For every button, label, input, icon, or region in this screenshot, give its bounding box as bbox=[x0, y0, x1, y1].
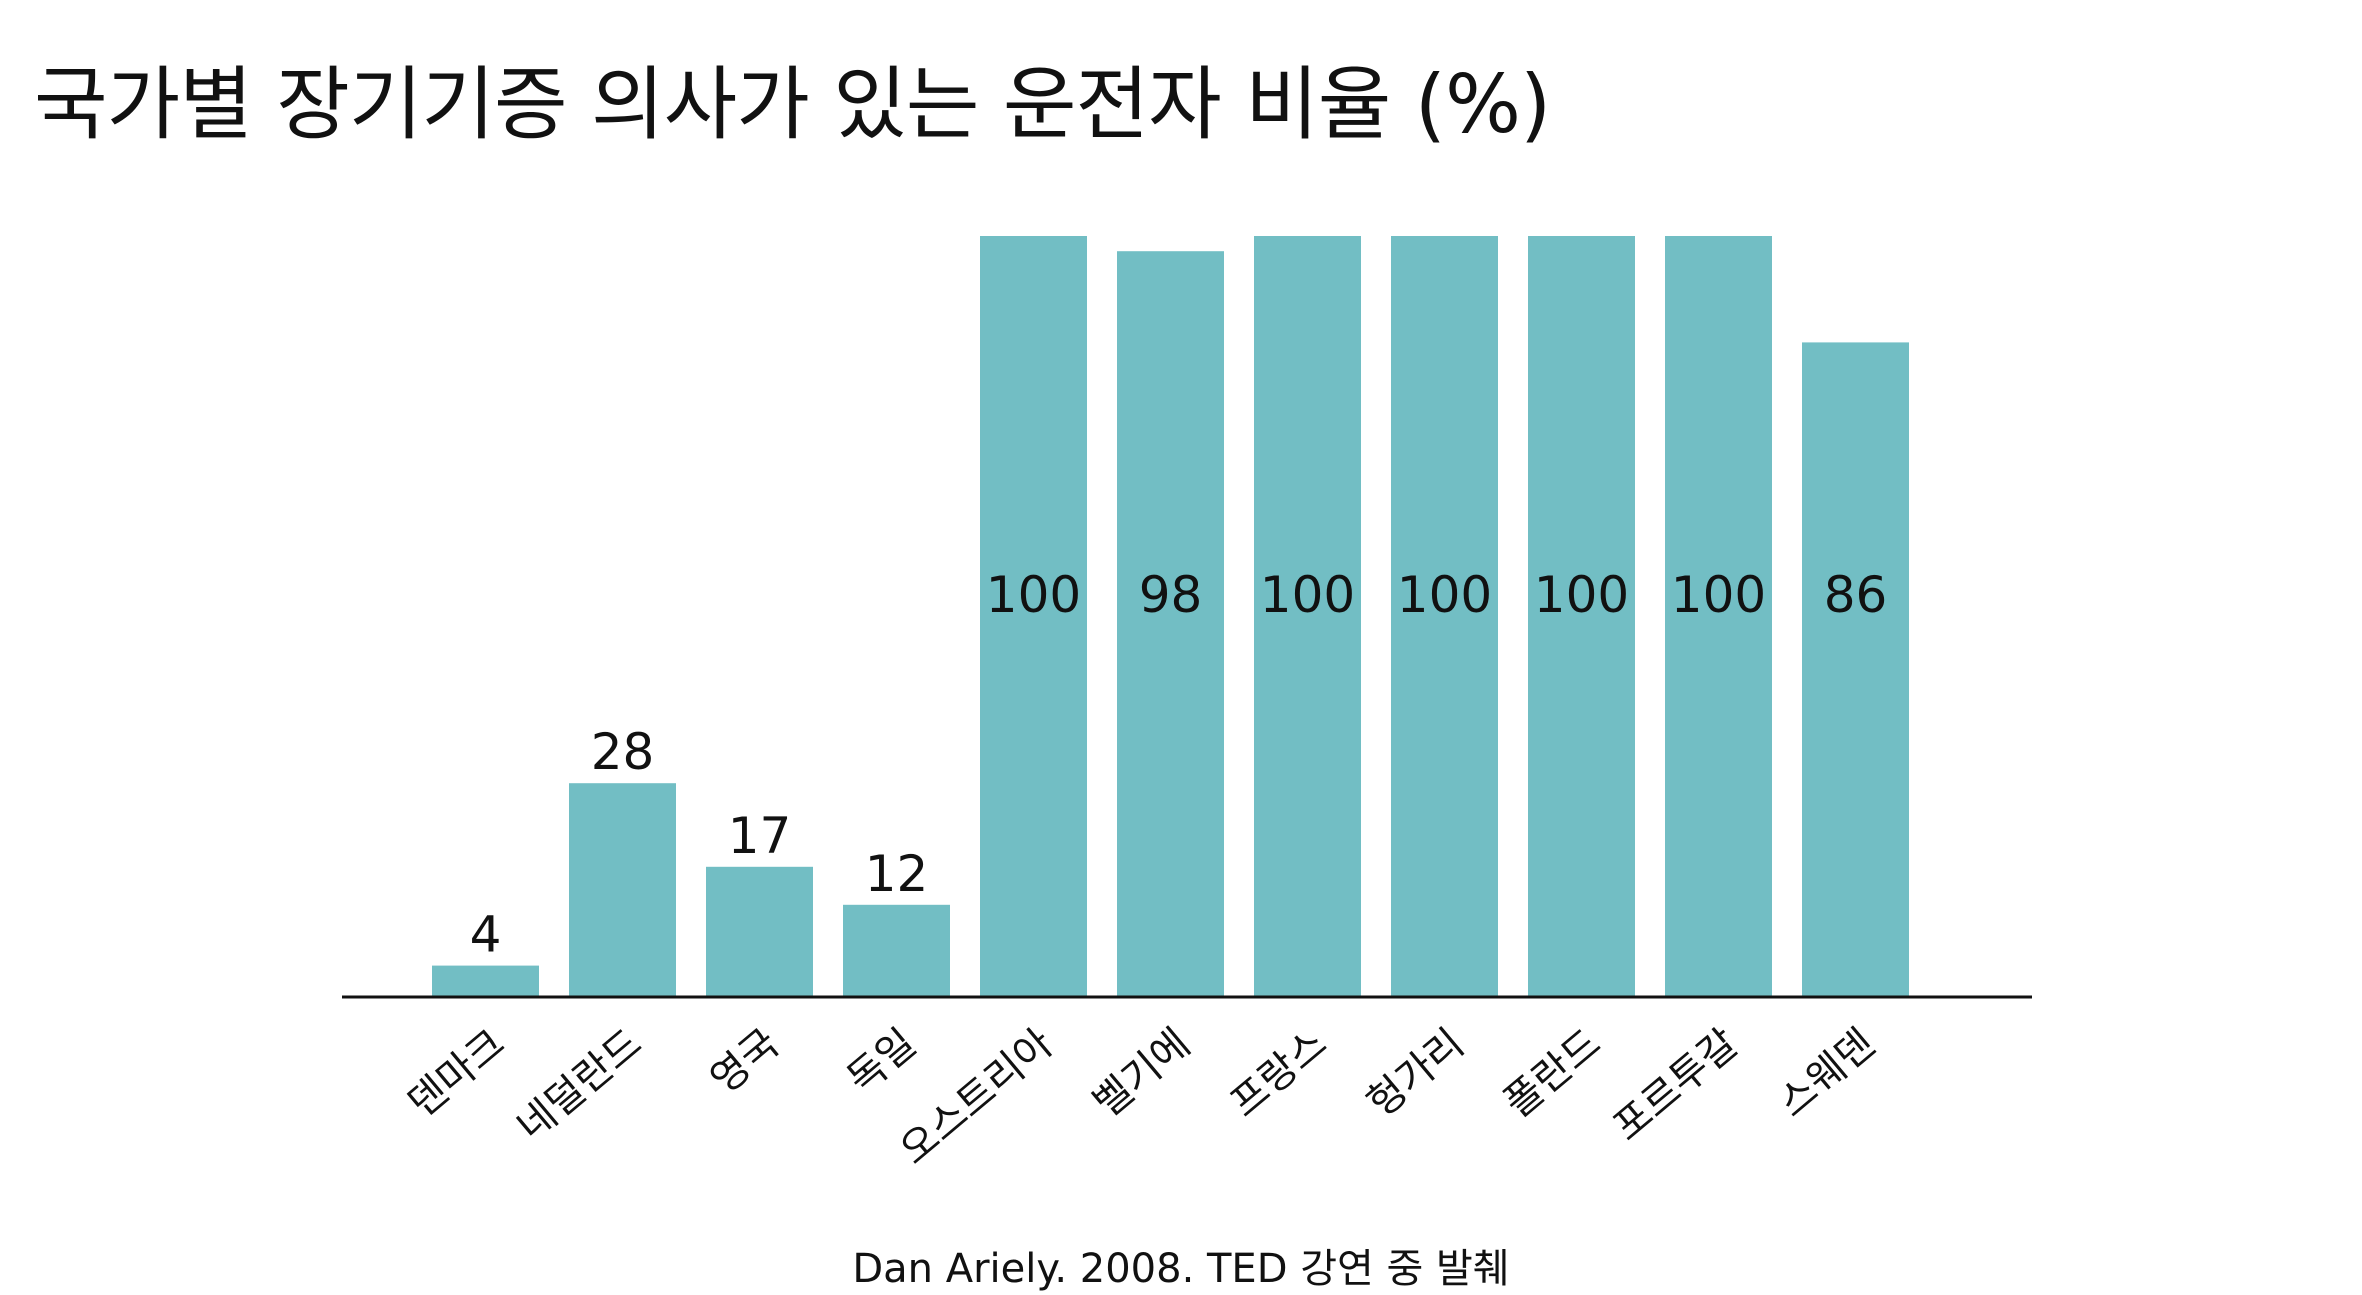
category-label-3: 독일 bbox=[839, 1020, 925, 1103]
bar-5 bbox=[1117, 251, 1224, 996]
category-label-10: 스웨덴 bbox=[1770, 1020, 1884, 1126]
chart-title: 국가별 장기기증 의사가 있는 운전자 비율 (%) bbox=[34, 58, 1551, 151]
category-label-0: 덴마크 bbox=[400, 1020, 514, 1126]
bar-1 bbox=[569, 783, 676, 996]
bars-group bbox=[432, 236, 1909, 996]
bar-8 bbox=[1528, 236, 1635, 996]
value-label-3: 12 bbox=[865, 845, 929, 903]
value-label-1: 28 bbox=[591, 723, 655, 781]
category-label-8: 폴란드 bbox=[1496, 1020, 1610, 1126]
bar-4 bbox=[980, 236, 1087, 996]
value-label-9: 100 bbox=[1671, 566, 1766, 624]
value-label-0: 4 bbox=[470, 906, 502, 964]
value-label-6: 100 bbox=[1260, 566, 1355, 624]
bar-6 bbox=[1254, 236, 1361, 996]
value-label-10: 86 bbox=[1824, 566, 1888, 624]
bar-7 bbox=[1391, 236, 1498, 996]
category-label-9: 포르투갈 bbox=[1605, 1020, 1747, 1150]
category-label-4: 오스트리아 bbox=[891, 1020, 1062, 1174]
value-labels-group: 4 28 17 12 100 98 100 100 100 100 86 bbox=[470, 566, 1888, 964]
value-label-4: 100 bbox=[986, 566, 1081, 624]
bar-9 bbox=[1665, 236, 1772, 996]
value-label-2: 17 bbox=[728, 807, 792, 865]
category-label-6: 프랑스 bbox=[1222, 1020, 1336, 1126]
value-label-5: 98 bbox=[1139, 566, 1203, 624]
category-label-7: 헝가리 bbox=[1359, 1020, 1473, 1126]
value-label-7: 100 bbox=[1397, 566, 1492, 624]
category-label-1: 네덜란드 bbox=[509, 1020, 651, 1150]
bar-10 bbox=[1802, 342, 1909, 996]
source-caption: Dan Ariely. 2008. TED 강연 중 발췌 bbox=[852, 1246, 1510, 1292]
category-label-5: 벨기에 bbox=[1085, 1020, 1199, 1126]
value-label-8: 100 bbox=[1534, 566, 1629, 624]
category-label-2: 영국 bbox=[702, 1020, 788, 1103]
bar-0 bbox=[432, 965, 539, 996]
bar-3 bbox=[843, 904, 950, 996]
bar-2 bbox=[706, 866, 813, 996]
